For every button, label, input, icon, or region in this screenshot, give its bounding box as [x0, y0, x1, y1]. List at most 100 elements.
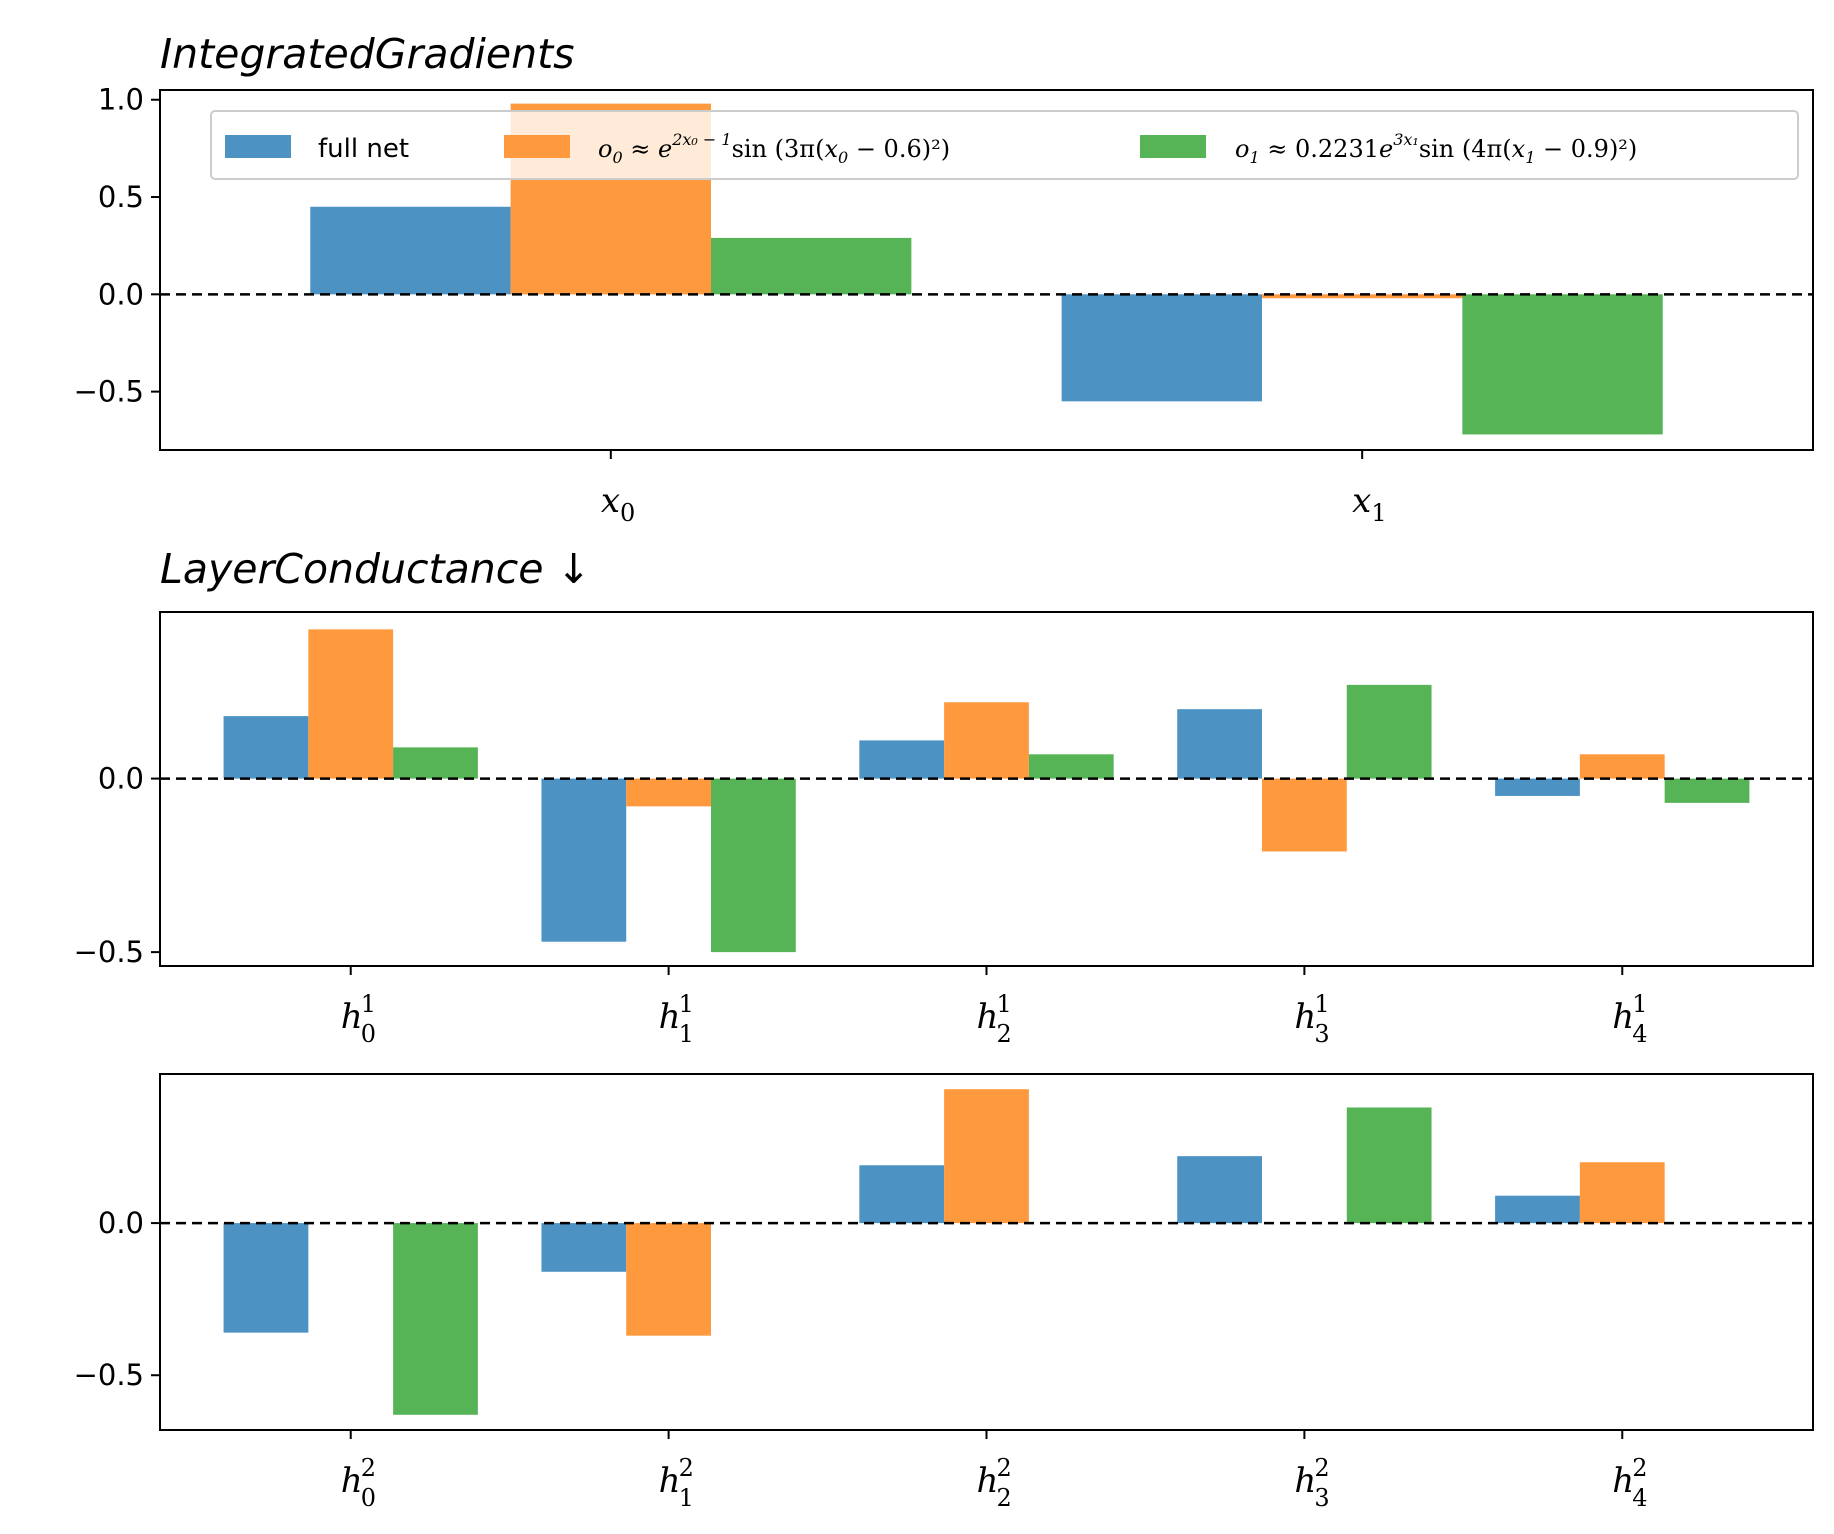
bar-o1-x1: [1462, 294, 1663, 435]
x-label-base: h: [977, 997, 999, 1037]
x-label-sub: 4: [1632, 1020, 1647, 1048]
legend-swatch-full-net: [225, 135, 291, 158]
legend-o1-approx: ≈ 0.2231: [1260, 135, 1379, 163]
legend-o1-body: sin (4π(: [1419, 135, 1512, 163]
x-label-sub: 4: [1632, 1484, 1647, 1512]
legend-o0-var: o: [598, 135, 612, 163]
bar-full-net-h1^1: [541, 778, 627, 942]
y-tick-label: 0.5: [98, 180, 144, 214]
x-label-base: h: [977, 1461, 999, 1501]
x-label-base: h: [659, 997, 681, 1037]
y-tick-label: 0.0: [98, 1206, 144, 1240]
legend-label-o1: o1 ≈ 0.2231e3x₁sin (4π(x1 − 0.9)²): [1235, 130, 1637, 167]
x-tick-label-x0: x0: [601, 481, 635, 527]
legend: full net o0 ≈ e2x₀ − 1sin (3π(x0 − 0.6)²…: [210, 110, 1799, 180]
x-label-sub: 1: [1371, 499, 1386, 527]
legend-swatch-o0: [504, 135, 570, 158]
x-label-sub: 2: [997, 1484, 1012, 1512]
bar-o1-h1^1: [711, 778, 796, 953]
y-tick-label: 0.0: [98, 762, 144, 796]
legend-o0-exp: 2x₀ − 1: [671, 130, 731, 149]
x-label-sup: 2: [679, 1454, 694, 1482]
x-label-sup: 1: [1632, 990, 1647, 1018]
legend-label-full-net: full net: [318, 134, 409, 164]
legend-o0-x: x: [824, 135, 838, 163]
y-tick-label: 0.0: [98, 277, 144, 311]
x-label-base: h: [1294, 1461, 1316, 1501]
x-label-base: h: [341, 997, 363, 1037]
bar-o0-h4^1: [1579, 754, 1665, 779]
bar-full-net-h4^2: [1495, 1195, 1580, 1224]
x-label-sub: 3: [1314, 1020, 1329, 1048]
legend-frame: [210, 110, 1799, 180]
bar-full-net-h4^1: [1495, 778, 1580, 796]
legend-o0-xsub: 0: [838, 148, 848, 167]
x-label-sup: 2: [361, 1454, 376, 1482]
y-tick-label: −0.5: [74, 1358, 144, 1392]
x-label-sub: 0: [361, 1484, 376, 1512]
bar-full-net-x0: [310, 206, 511, 295]
legend-o0-tail: − 0.6)²): [848, 135, 950, 163]
bar-full-net-h1^2: [541, 1223, 627, 1272]
panel-title: IntegratedGradients: [160, 30, 575, 78]
x-tick-label-h0^2: h2 0: [341, 1454, 376, 1512]
bar-o1-h0^1: [393, 747, 478, 779]
y-tick-label: 1.0: [98, 83, 144, 117]
x-tick-label-h3^2: h2 3: [1294, 1454, 1329, 1512]
axes-frame: [159, 89, 1814, 451]
x-label-sup: 2: [997, 1454, 1012, 1482]
bar-full-net-h3^1: [1177, 709, 1262, 779]
bar-o0-h3^1: [1262, 778, 1347, 852]
x-label-sub: 1: [679, 1484, 694, 1512]
legend-o1-tail: − 0.9)²): [1535, 135, 1637, 163]
x-label-base: h: [659, 1461, 681, 1501]
legend-label-o0: o0 ≈ e2x₀ − 1sin (3π(x0 − 0.6)²): [598, 130, 950, 167]
bar-o0-x1: [1262, 294, 1463, 299]
x-label-base: h: [341, 1461, 363, 1501]
legend-o1-exp: 3x₁: [1393, 130, 1419, 149]
legend-o1-e: e: [1379, 135, 1393, 163]
bar-full-net-x1: [1061, 294, 1262, 402]
bar-o0-h4^2: [1579, 1162, 1665, 1224]
x-label-base: x: [1352, 481, 1371, 521]
bar-o1-h4^1: [1664, 778, 1750, 803]
bar-full-net-h0^1: [223, 716, 309, 779]
bar-o0-h1^1: [626, 778, 711, 807]
bar-o0-h0^1: [308, 629, 394, 779]
bar-o1-h3^1: [1346, 684, 1432, 779]
x-tick-label-h4^2: h2 4: [1612, 1454, 1647, 1512]
x-tick-label-h1^1: h1 1: [659, 990, 694, 1048]
x-label-base: h: [1612, 1461, 1634, 1501]
x-tick-label-h2^2: h2 2: [977, 1454, 1012, 1512]
x-label-sup: 1: [1314, 990, 1329, 1018]
legend-o1-var: o: [1235, 135, 1249, 163]
x-label-sub: 1: [679, 1020, 694, 1048]
bar-full-net-h3^2: [1177, 1156, 1262, 1224]
bar-full-net-h0^2: [223, 1223, 309, 1333]
x-label-sup: 1: [361, 990, 376, 1018]
bar-o1-h2^1: [1028, 754, 1114, 779]
x-label-base: h: [1294, 997, 1316, 1037]
legend-o0-body: sin (3π(: [732, 135, 825, 163]
x-label-sub: 2: [997, 1020, 1012, 1048]
x-label-sup: 1: [679, 990, 694, 1018]
legend-o1-sub: 1: [1249, 148, 1259, 167]
legend-swatch-o1: [1140, 135, 1206, 158]
x-tick-label-h2^1: h1 2: [977, 990, 1012, 1048]
x-label-sub: 0: [361, 1020, 376, 1048]
legend-o1-x: x: [1512, 135, 1526, 163]
panel-title: LayerConductance ↓: [160, 545, 591, 593]
x-tick-label-h1^2: h2 1: [659, 1454, 694, 1512]
bar-o1-x0: [711, 237, 912, 295]
x-tick-label-h0^1: h1 0: [341, 990, 376, 1048]
x-label-sup: 2: [1632, 1454, 1647, 1482]
chart-panels: IntegratedGradients−0.50.00.51.0x0 x1Laye…: [74, 30, 1814, 1512]
bar-o1-h0^2: [393, 1223, 478, 1415]
legend-o0-sub: 0: [612, 148, 622, 167]
legend-o0-e: e: [658, 135, 672, 163]
x-tick-label-x1: x1: [1352, 481, 1386, 527]
bar-o0-h1^2: [626, 1223, 711, 1336]
legend-o1-xsub: 1: [1525, 148, 1535, 167]
x-tick-label-h4^1: h1 4: [1612, 990, 1647, 1048]
